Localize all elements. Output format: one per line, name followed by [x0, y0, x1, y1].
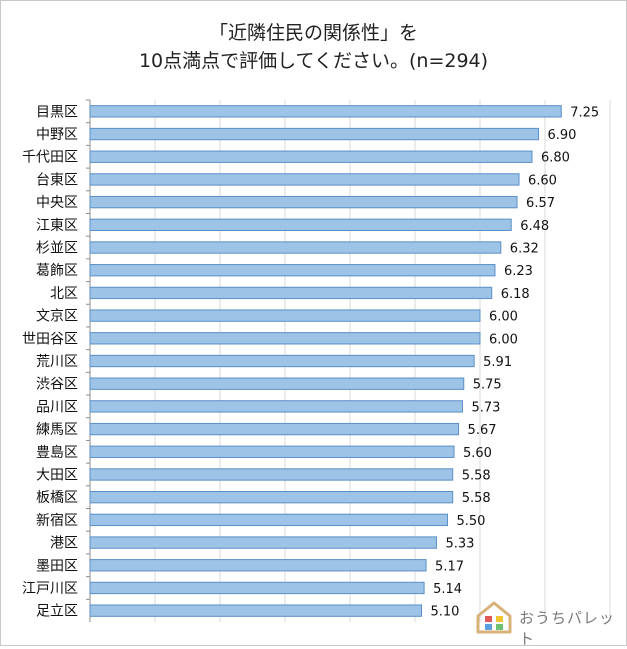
data-label: 6.57: [526, 196, 555, 211]
bar: [89, 354, 475, 368]
bar: [89, 513, 448, 527]
category-label: 江戸川区: [22, 581, 78, 597]
bar: [89, 105, 562, 118]
data-label: 6.00: [489, 332, 518, 347]
data-label: 6.60: [528, 173, 557, 188]
category-label: 墨田区: [36, 558, 78, 574]
chart-title-line1: 「近隣住民の関係性」を: [208, 22, 418, 44]
bar: [89, 127, 539, 141]
category-label: 文京区: [36, 309, 78, 325]
category-label: 北区: [50, 286, 78, 302]
bar: [89, 195, 518, 209]
data-label: 5.10: [431, 605, 460, 620]
data-label: 5.58: [462, 468, 491, 483]
data-label: 5.50: [457, 514, 486, 529]
bar: [89, 581, 425, 595]
bar: [89, 536, 437, 549]
category-label: 世田谷区: [22, 331, 78, 347]
category-label: 品川区: [36, 399, 78, 415]
category-label: 江東区: [36, 218, 78, 234]
category-label: 葛飾区: [36, 263, 78, 279]
data-label: 6.18: [501, 287, 530, 302]
bar: [89, 264, 496, 277]
category-label: 荒川区: [36, 354, 78, 370]
category-label: 港区: [50, 536, 78, 552]
category-label: 板橋区: [36, 490, 78, 506]
bar: [89, 468, 454, 481]
bar: [89, 377, 465, 390]
category-label: 台東区: [36, 172, 78, 188]
category-label: 中野区: [36, 127, 78, 143]
data-label: 6.00: [489, 310, 518, 325]
category-label: 目黒区: [36, 104, 78, 120]
category-label: 杉並区: [36, 241, 78, 257]
category-label: 新宿区: [36, 512, 78, 529]
category-label: 大田区: [36, 467, 78, 483]
bar: [89, 309, 481, 322]
data-label: 5.17: [435, 559, 464, 574]
bar: [89, 559, 427, 572]
data-label: 7.25: [570, 105, 599, 120]
category-label: 渋谷区: [36, 377, 78, 393]
data-label: 5.14: [433, 582, 462, 597]
bar: [89, 604, 422, 617]
data-label: 5.73: [471, 400, 500, 415]
category-label: 中央区: [36, 195, 78, 211]
bar: [89, 150, 533, 163]
data-label: 5.58: [462, 491, 491, 506]
data-label: 6.48: [520, 219, 549, 234]
data-label: 5.91: [483, 355, 512, 370]
data-label: 6.23: [504, 264, 533, 279]
bar: [89, 218, 512, 232]
bar: [89, 445, 455, 458]
logo-text: おうちパレット: [519, 609, 616, 648]
category-label: 足立区: [36, 604, 78, 620]
data-label: 5.67: [468, 423, 497, 438]
bar: [89, 332, 481, 345]
house-palette-icon: [476, 601, 512, 634]
bar: [89, 422, 460, 436]
data-label: 5.75: [473, 378, 502, 393]
data-label: 6.90: [548, 128, 577, 143]
brand-logo: おうちパレット: [474, 600, 620, 648]
bar: [89, 241, 502, 254]
bar: [89, 173, 520, 186]
data-label: 5.60: [463, 446, 492, 461]
category-label: 練馬区: [36, 422, 78, 438]
category-label: 千代田区: [22, 150, 78, 166]
bar: [89, 400, 463, 413]
bar: [89, 286, 493, 300]
bar: [89, 491, 454, 504]
data-label: 6.80: [541, 151, 570, 166]
chart-title-line2: 10点満点で評価してください。(n=294): [138, 50, 489, 72]
category-label: 豊島区: [36, 445, 78, 461]
data-label: 5.33: [445, 537, 474, 552]
data-label: 6.32: [510, 242, 539, 257]
